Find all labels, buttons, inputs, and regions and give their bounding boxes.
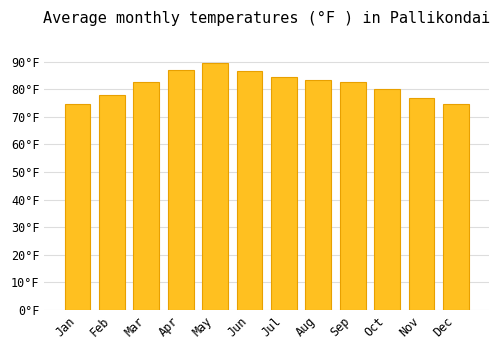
Bar — [64, 105, 90, 310]
Bar — [271, 77, 297, 310]
Bar — [306, 80, 331, 310]
Bar — [374, 89, 400, 310]
Bar — [134, 83, 159, 310]
Title: Average monthly temperatures (°F ) in Pallikondai: Average monthly temperatures (°F ) in Pa… — [43, 11, 490, 26]
Bar — [408, 98, 434, 310]
Bar — [99, 95, 125, 310]
Bar — [202, 63, 228, 310]
Bar — [168, 70, 194, 310]
Bar — [443, 105, 468, 310]
Bar — [236, 71, 262, 310]
Bar — [340, 83, 365, 310]
